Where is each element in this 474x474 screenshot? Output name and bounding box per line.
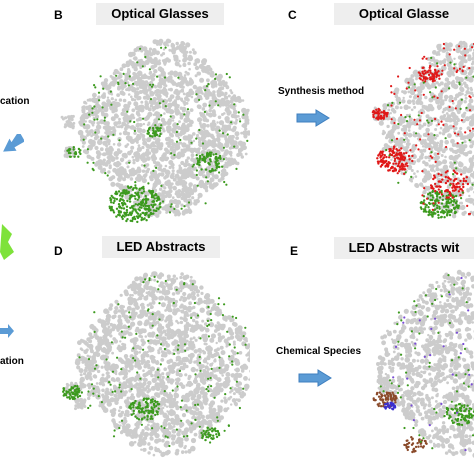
left-bottom-label: ation xyxy=(0,356,24,367)
arrow-icon-left-top xyxy=(3,134,24,152)
synthesis-method-label: Synthesis method xyxy=(278,86,365,97)
arrow-icon-synthesis xyxy=(296,109,330,127)
panel-letter-c: C xyxy=(288,8,297,22)
panel-letter-e: E xyxy=(290,244,299,258)
panel-title-b: Optical Glasses xyxy=(96,3,224,25)
panel-letter-b: B xyxy=(54,8,63,22)
panel-letter-d: D xyxy=(54,244,63,258)
left-edge-green-cluster xyxy=(0,224,14,260)
left-top-label: cation xyxy=(0,96,30,107)
tsne-plot-b xyxy=(60,38,250,224)
tsne-plot-c xyxy=(371,40,474,219)
panel-title-c: Optical Glasse xyxy=(334,3,474,25)
panel-title-d: LED Abstracts xyxy=(102,236,220,258)
arrow-icon-chemical xyxy=(298,369,332,387)
arrow-icon-left-bottom xyxy=(0,324,14,338)
panel-title-e: LED Abstracts wit xyxy=(334,237,474,259)
tsne-plot-d xyxy=(62,271,250,458)
chemical-species-label: Chemical Species xyxy=(276,346,362,357)
tsne-plot-e xyxy=(372,269,474,458)
